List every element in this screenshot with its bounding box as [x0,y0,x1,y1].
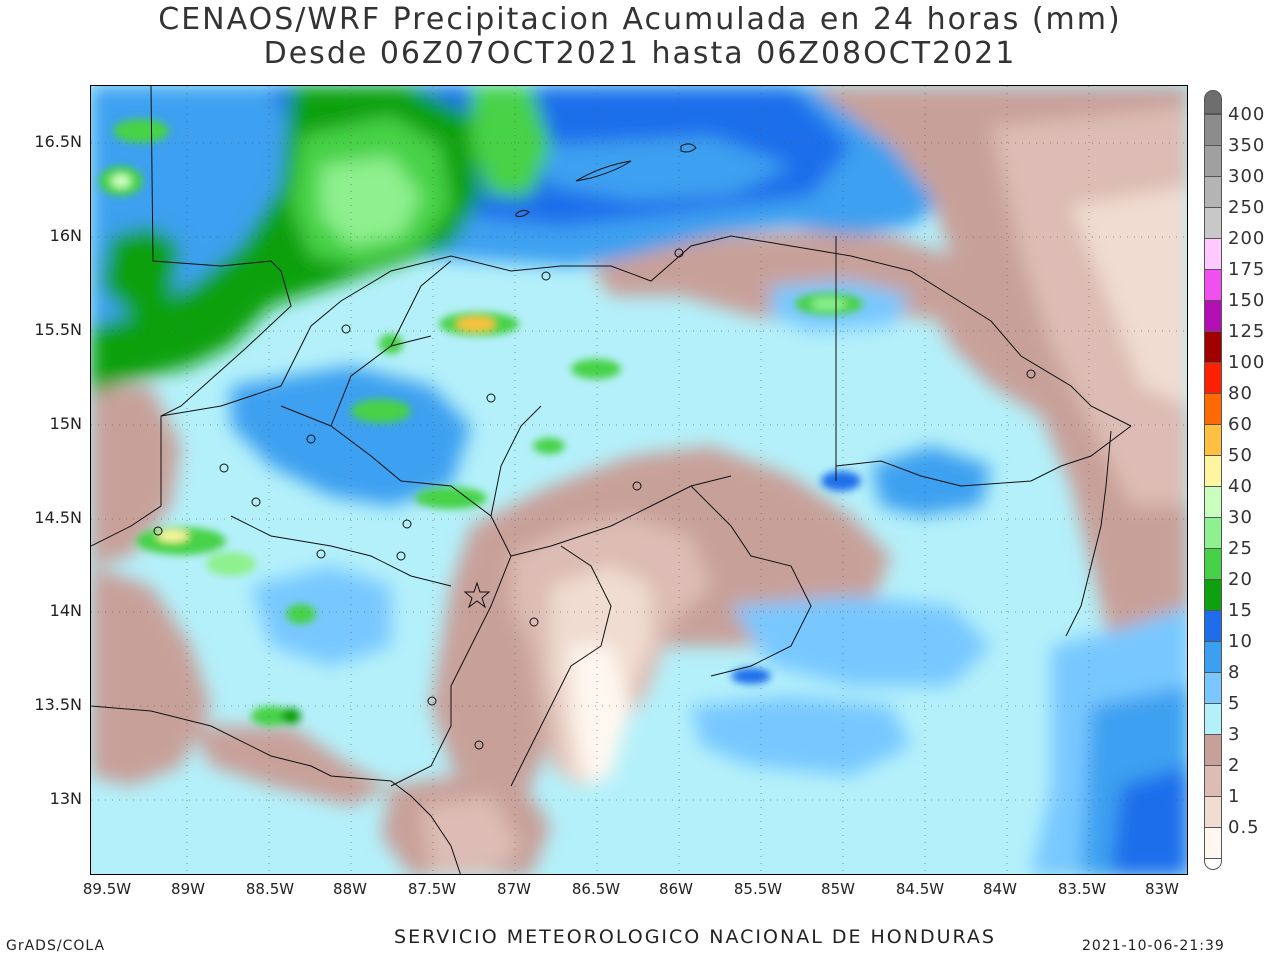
lon-label-84-5w: 84.5W [895,880,945,898]
lat-label-16n: 16N [49,226,82,245]
legend-swatch [1204,331,1222,363]
legend-swatch [1204,455,1222,487]
lon-label-85w: 85W [821,880,855,898]
precipitation-legend [1204,90,1222,870]
legend-swatch [1204,827,1222,859]
lon-label-87w: 87W [497,880,531,898]
legend-swatch [1204,145,1222,177]
legend-cap-bottom [1204,858,1222,870]
legend-swatch [1204,114,1222,146]
legend-swatch [1204,393,1222,425]
legend-label: 200 [1228,228,1266,249]
lat-label-16-5n: 16.5N [34,132,82,151]
legend-swatch [1204,238,1222,270]
lon-label-89-5w: 89.5W [82,880,132,898]
legend-label: 10 [1228,631,1253,652]
legend-swatch [1204,424,1222,456]
legend-swatch [1204,796,1222,828]
legend-swatch [1204,269,1222,301]
legend-label: 150 [1228,290,1266,311]
legend-cap-top [1204,90,1222,114]
legend-label: 100 [1228,352,1266,373]
footer-agency: SERVICIO METEOROLOGICO NACIONAL DE HONDU… [394,926,996,948]
legend-label: 350 [1228,135,1266,156]
legend-swatch [1204,610,1222,642]
lon-label-87-5w: 87.5W [407,880,457,898]
legend-label: 25 [1228,538,1253,559]
legend-label: 1 [1228,786,1241,807]
lon-label-85-5w: 85.5W [733,880,783,898]
footer-software: GrADS/COLA [6,938,106,954]
precipitation-map [90,85,1188,875]
lon-label-89w: 89W [171,880,205,898]
legend-swatch [1204,362,1222,394]
lon-label-84w: 84W [983,880,1017,898]
legend-label: 250 [1228,197,1266,218]
legend-swatch [1204,672,1222,704]
map-subtitle: Desde 06Z07OCT2021 hasta 06Z08OCT2021 [263,36,1017,71]
legend-swatch [1204,300,1222,332]
legend-label: 400 [1228,104,1266,125]
lat-label-14-5n: 14.5N [34,508,82,527]
legend-label: 60 [1228,414,1253,435]
legend-label: 50 [1228,445,1253,466]
legend-label: 30 [1228,507,1253,528]
legend-swatch [1204,579,1222,611]
legend-swatch [1204,765,1222,797]
legend-label: 5 [1228,693,1241,714]
legend-label: 0.5 [1228,817,1260,838]
lat-label-15n: 15N [49,414,82,433]
legend-swatch [1204,703,1222,735]
lat-label-13n: 13N [49,789,82,808]
lon-label-86-5w: 86.5W [571,880,621,898]
legend-swatch [1204,486,1222,518]
legend-label: 125 [1228,321,1266,342]
legend-label: 3 [1228,724,1241,745]
legend-swatch [1204,548,1222,580]
legend-label: 20 [1228,569,1253,590]
footer-timestamp: 2021-10-06-21:39 [1082,938,1225,954]
legend-label: 8 [1228,662,1241,683]
lon-label-83w: 83W [1145,880,1179,898]
legend-swatch [1204,176,1222,208]
lon-label-86w: 86W [659,880,693,898]
legend-swatch [1204,734,1222,766]
lat-label-14n: 14N [49,601,82,620]
legend-label: 2 [1228,755,1241,776]
legend-swatch [1204,517,1222,549]
legend-label: 80 [1228,383,1253,404]
lon-label-83-5w: 83.5W [1057,880,1107,898]
lat-label-13-5n: 13.5N [34,695,82,714]
lon-label-88-5w: 88.5W [245,880,295,898]
capital-star-icon [463,581,491,609]
legend-label: 300 [1228,166,1266,187]
legend-label: 15 [1228,600,1253,621]
lon-label-88w: 88W [333,880,367,898]
legend-swatch [1204,641,1222,673]
legend-label: 175 [1228,259,1266,280]
legend-label: 40 [1228,476,1253,497]
precipitation-field [91,86,1187,874]
map-title: CENAOS/WRF Precipitacion Acumulada en 24… [158,2,1122,37]
legend-swatch [1204,207,1222,239]
lat-label-15-5n: 15.5N [34,320,82,339]
